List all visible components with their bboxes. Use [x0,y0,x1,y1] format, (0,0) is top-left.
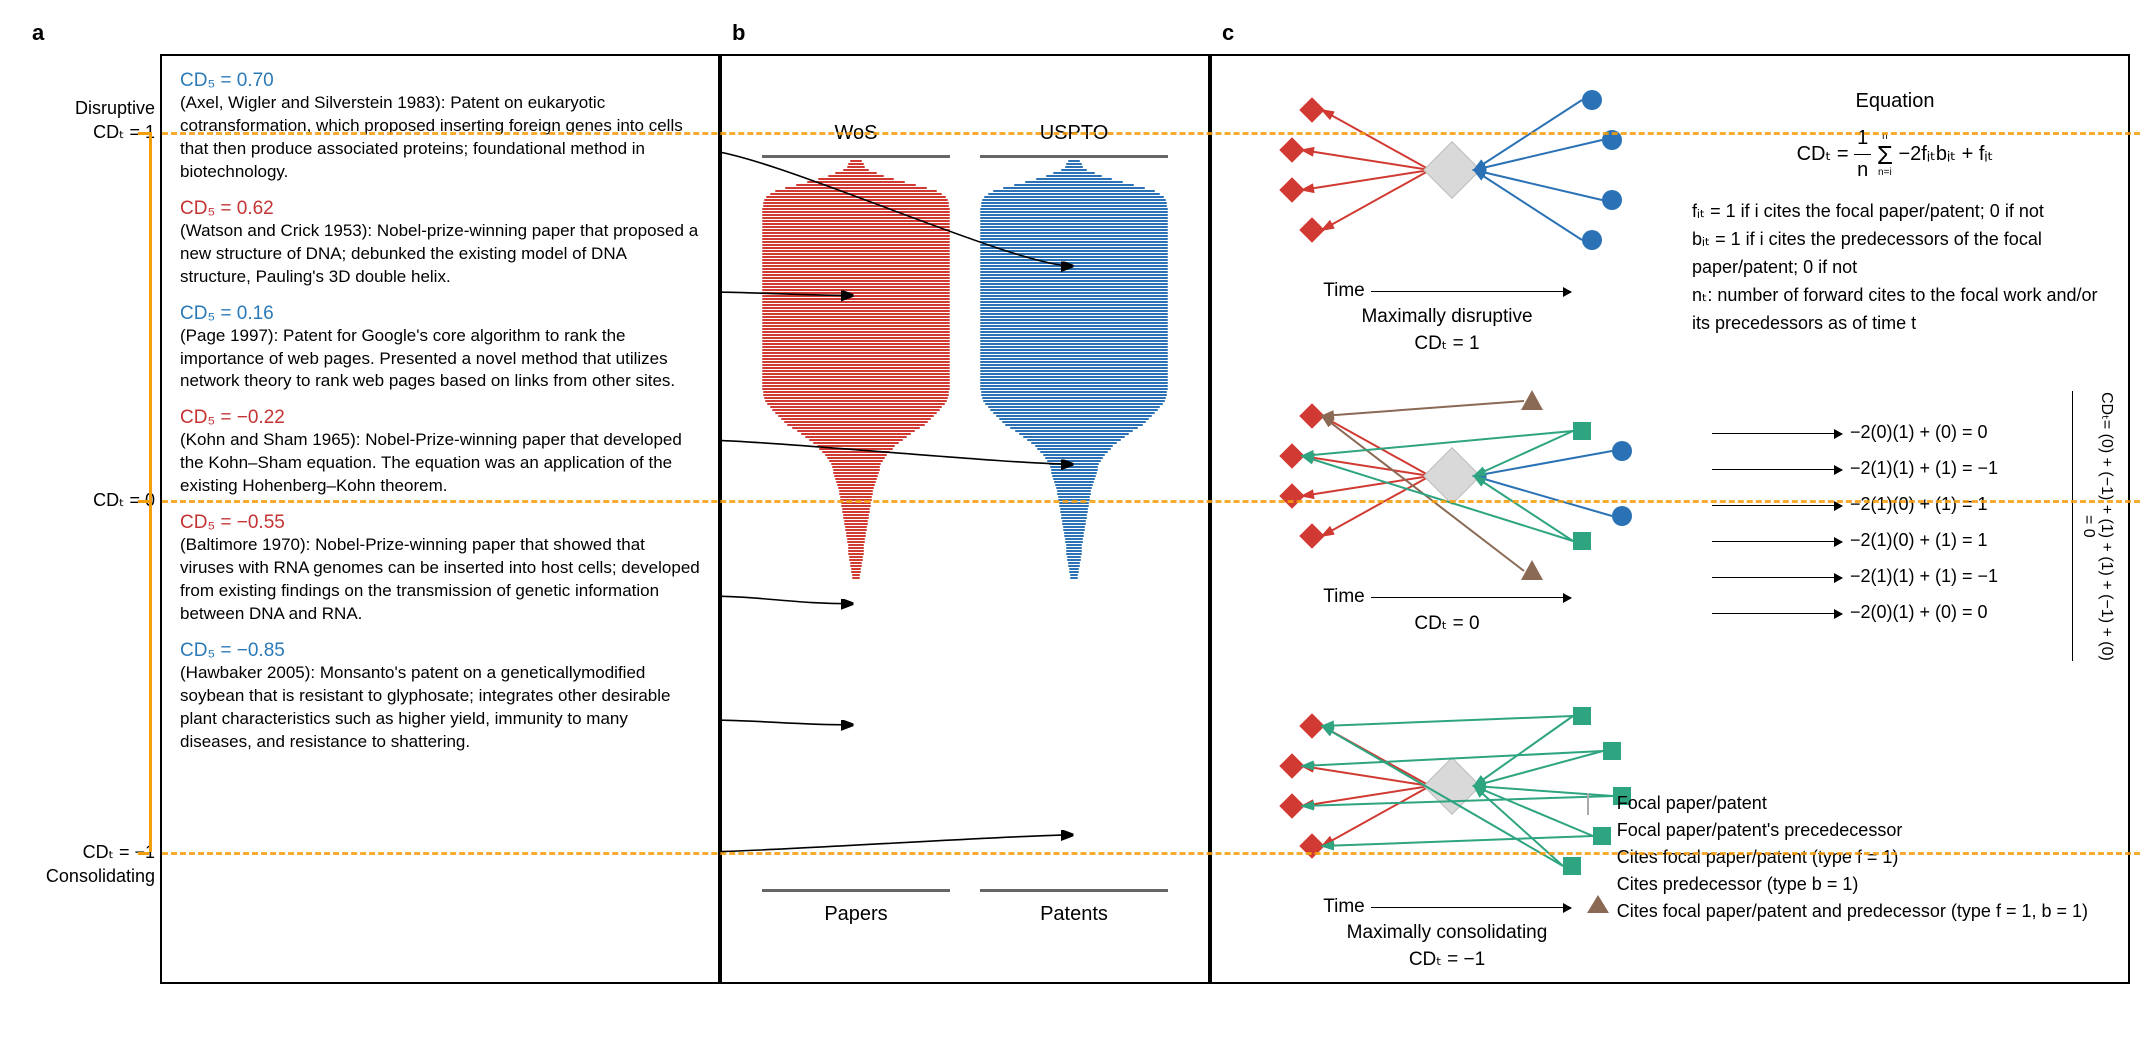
eq-frac-n: 1 [1854,123,1871,155]
network-cd-label: CDₜ = 0 [1242,612,1652,635]
panel-b: WoS Papers USPTO Patents [720,54,1210,984]
example-body-0: (Axel, Wigler and Silverstein 1983): Pat… [180,92,700,184]
legend-row-2: Cites focal paper/patent (type f = 1) [1587,847,2088,868]
example-body-2: (Page 1997): Patent for Google's core al… [180,325,700,394]
panel-c-container: c Time Maximally disruptive CDₜ = 1 Time… [1210,20,2130,1019]
network-subtitle: Maximally disruptive [1242,306,1652,328]
calc-row-3: −2(1)(0) + (1) = 1 [1712,522,1998,558]
equation-title: Equation [1692,86,2098,117]
calc-arrow-icon [1712,613,1842,614]
axis-word-disruptive: Disruptive [20,98,155,119]
worked-calculations: −2(0)(1) + (0) = 0−2(1)(1) + (1) = −1−2(… [1712,414,1998,630]
legend: Focal paper/patent Focal paper/patent's p… [1587,787,2088,928]
arrow-to-left [722,292,852,295]
arrow-to-right [722,150,1072,266]
example-body-4: (Baltimore 1970): Nobel-Prize-winning pa… [180,534,700,626]
cd-index-figure: a CD₅ = 0.70(Axel, Wigler and Silverstei… [20,20,2130,1019]
legend-label: Cites focal paper/patent and predecessor… [1617,901,2088,922]
legend-diamond-icon [1587,794,1607,814]
legend-row-0: Focal paper/patent [1587,793,2088,814]
example-1: CD₅ = 0.62(Watson and Crick 1953): Nobel… [180,198,702,289]
legend-row-4: Cites focal paper/patent and predecessor… [1587,901,2088,922]
example-5: CD₅ = −0.85(Hawbaker 2005): Monsanto's p… [180,640,702,754]
legend-label: Cites predecessor (type b = 1) [1617,874,1859,895]
calc-arrow-icon [1712,505,1842,506]
panel-label-a: a [32,20,720,46]
legend-row-3: Cites predecessor (type b = 1) [1587,874,2088,895]
calc-arrow-icon [1712,541,1842,542]
legend-label: Focal paper/patent [1617,793,1767,814]
example-0: CD₅ = 0.70(Axel, Wigler and Silverstein … [180,70,702,184]
example-cd-2: CD₅ = 0.16 [180,303,702,325]
panel-c: Time Maximally disruptive CDₜ = 1 Time C… [1210,54,2130,984]
eq-def-b: bᵢₜ = 1 if i cites the predecessors of t… [1692,226,2098,282]
calc-row-5: −2(0)(1) + (0) = 0 [1712,594,1998,630]
legend-greensq-icon [1587,902,1607,922]
legend-reddia-icon [1587,821,1607,841]
axis-val-top: CDₜ = 1 [20,122,155,143]
calc-arrow-icon [1712,469,1842,470]
time-label: Time [1323,586,1365,608]
axis-tick-top [138,132,149,135]
axis-word-consolidating: Consolidating [20,866,155,887]
eq-sum-bot: n=i [1877,168,1893,178]
axis-bracket [149,132,152,852]
arrow-to-left [722,720,852,725]
example-3: CD₅ = −0.22(Kohn and Sham 1965): Nobel-P… [180,407,702,498]
calc-row-1: −2(1)(1) + (1) = −1 [1712,450,1998,486]
calc-row-2: −2(1)(0) + (1) = 1 [1712,486,1998,522]
eq-lhs: CDₜ = [1797,143,1855,165]
legend-row-1: Focal paper/patent's precedecessor [1587,820,2088,841]
legend-label: Cites focal paper/patent (type f = 1) [1617,847,1899,868]
axis-val-bot: CDₜ = −1 [20,842,155,863]
example-2: CD₅ = 0.16(Page 1997): Patent for Google… [180,303,702,394]
example-4: CD₅ = −0.55(Baltimore 1970): Nobel-Prize… [180,512,702,626]
panel-a-container: a CD₅ = 0.70(Axel, Wigler and Silverstei… [20,20,720,1019]
vertical-sum: CDₜ= (0) + (−1) + (1) + (1) + (−1) + (0)… [2072,391,2116,661]
network-cd-label: CDₜ = 1 [1242,332,1652,355]
eq-def-n: nₜ: number of forward cites to the focal… [1692,282,2098,338]
example-cd-0: CD₅ = 0.70 [180,70,702,92]
panel-b-container: b WoS Papers USPTO Patents [720,20,1210,1019]
axis-tick-mid [138,500,149,503]
axis-val-mid: CDₜ = 0 [20,490,155,511]
legend-browntri-icon [1587,875,1607,895]
example-cd-5: CD₅ = −0.85 [180,640,702,662]
axis-tick-bot [138,852,149,855]
arrow-to-right [722,835,1072,852]
eq-rhs: −2fᵢₜbᵢₜ + fᵢₜ [1898,143,1993,165]
example-arrows [722,56,1212,986]
calc-row-4: −2(1)(1) + (1) = −1 [1712,558,1998,594]
time-label: Time [1323,896,1365,918]
calc-arrow-icon [1712,577,1842,578]
eq-def-f: fᵢₜ = 1 if i cites the focal paper/paten… [1692,198,2098,226]
eq-frac-d: n [1854,155,1871,186]
panel-a: CD₅ = 0.70(Axel, Wigler and Silverstein … [160,54,720,984]
panel-label-c: c [1222,20,2130,46]
network-caption-0: Time Maximally disruptive CDₜ = 1 [1242,280,1652,355]
network-caption-1: Time CDₜ = 0 [1242,586,1652,635]
network-cd-label: CDₜ = −1 [1242,948,1652,971]
calc-row-0: −2(0)(1) + (0) = 0 [1712,414,1998,450]
example-body-1: (Watson and Crick 1953): Nobel-prize-win… [180,220,700,289]
calc-arrow-icon [1712,433,1842,434]
time-label: Time [1323,280,1365,302]
legend-label: Focal paper/patent's precedecessor [1617,820,1903,841]
example-cd-4: CD₅ = −0.55 [180,512,702,534]
example-cd-3: CD₅ = −0.22 [180,407,702,429]
example-cd-1: CD₅ = 0.62 [180,198,702,220]
example-body-3: (Kohn and Sham 1965): Nobel-Prize-winnin… [180,429,700,498]
panel-label-b: b [732,20,1210,46]
equation-block: Equation CDₜ = 1n nΣn=i −2fᵢₜbᵢₜ + fᵢₜ f… [1692,86,2098,337]
legend-bluec-icon [1587,848,1607,868]
arrow-to-right [722,440,1072,464]
arrow-to-left [722,596,852,604]
example-body-5: (Hawbaker 2005): Monsanto's patent on a … [180,662,700,754]
